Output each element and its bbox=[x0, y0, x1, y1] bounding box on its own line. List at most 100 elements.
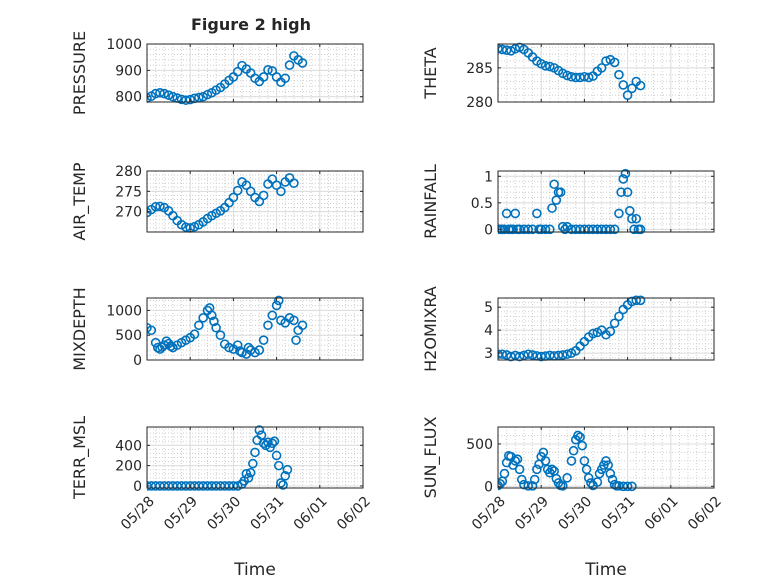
y-tick-label: 1000 bbox=[106, 303, 142, 319]
data-point bbox=[508, 224, 518, 235]
data-point bbox=[616, 187, 626, 198]
x-tick-label: 05/28 bbox=[469, 494, 509, 534]
data-point bbox=[498, 224, 503, 235]
data-point bbox=[609, 224, 620, 235]
data-point bbox=[207, 310, 217, 321]
data-point bbox=[280, 73, 291, 84]
data-point bbox=[516, 474, 527, 485]
data-point bbox=[168, 91, 178, 102]
y-tick-label: 275 bbox=[115, 184, 142, 200]
data-point bbox=[254, 425, 265, 435]
data-point bbox=[185, 94, 195, 105]
data-point bbox=[510, 456, 521, 466]
data-point bbox=[532, 208, 542, 219]
data-point bbox=[254, 345, 265, 355]
data-point bbox=[609, 318, 620, 329]
data-point bbox=[635, 224, 646, 235]
data-point bbox=[547, 464, 557, 475]
data-point bbox=[635, 80, 646, 91]
data-point bbox=[147, 207, 152, 218]
data-point bbox=[573, 430, 583, 441]
y-axis-label: MIXDEPTH bbox=[70, 287, 89, 370]
data-series bbox=[498, 42, 646, 100]
data-point bbox=[538, 447, 549, 458]
data-point bbox=[147, 322, 152, 333]
data-series bbox=[498, 295, 646, 362]
y-tick-label: 500 bbox=[115, 328, 142, 344]
data-point bbox=[291, 335, 301, 345]
data-series bbox=[147, 425, 293, 491]
y-tick-label: 1000 bbox=[106, 37, 142, 53]
data-point bbox=[603, 460, 613, 470]
data-point bbox=[577, 440, 588, 451]
axes-box bbox=[497, 170, 715, 233]
data-point bbox=[614, 311, 624, 322]
y-axis-label: THETA bbox=[421, 47, 440, 99]
data-point bbox=[155, 201, 165, 212]
data-point bbox=[258, 335, 269, 345]
y-tick-label: 200 bbox=[115, 459, 142, 475]
data-point bbox=[211, 322, 221, 333]
data-point bbox=[232, 340, 243, 350]
y-tick-label: 280 bbox=[466, 95, 493, 111]
data-point bbox=[267, 310, 278, 321]
data-point bbox=[501, 45, 512, 55]
x-tick-label: 05/31 bbox=[248, 494, 288, 534]
data-point bbox=[155, 87, 165, 98]
data-point bbox=[618, 80, 629, 90]
data-point bbox=[263, 65, 273, 75]
y-tick-label: 800 bbox=[115, 90, 142, 106]
x-tick-label: 06/01 bbox=[291, 494, 331, 534]
subplot-6: 3 4 5 H2OMIXRA bbox=[421, 286, 715, 372]
data-point bbox=[588, 328, 598, 339]
data-series bbox=[498, 168, 646, 235]
data-point bbox=[596, 63, 607, 73]
data-point bbox=[560, 224, 570, 235]
data-point bbox=[258, 190, 269, 201]
data-point bbox=[284, 60, 295, 70]
subplot-7: 05/28 05/29 05/30 05/31 06/01 06/02 0 200 400 TER… bbox=[70, 416, 374, 580]
axes-box bbox=[146, 170, 364, 233]
data-point bbox=[562, 349, 572, 360]
data-point bbox=[250, 447, 260, 458]
data-point bbox=[224, 342, 234, 353]
data-point bbox=[228, 192, 239, 203]
data-point bbox=[258, 72, 269, 82]
data-point bbox=[614, 208, 624, 219]
y-axis-label: RAINFALL bbox=[421, 164, 440, 239]
data-point bbox=[575, 432, 585, 442]
data-point bbox=[278, 480, 288, 490]
y-axis-label: TERR_MSL bbox=[70, 416, 90, 500]
data-point bbox=[514, 351, 525, 362]
y-tick-label: 500 bbox=[466, 437, 493, 453]
data-point bbox=[273, 295, 284, 306]
data-point bbox=[568, 445, 579, 456]
data-point bbox=[592, 477, 603, 487]
data-point bbox=[581, 464, 592, 475]
y-tick-label: 900 bbox=[115, 63, 142, 79]
data-series bbox=[147, 295, 308, 359]
subplot-4: 0 0.5 1 RAINFALL bbox=[421, 164, 715, 239]
data-point bbox=[622, 481, 633, 492]
data-point bbox=[627, 83, 637, 94]
data-point bbox=[635, 295, 646, 306]
data-point bbox=[514, 464, 525, 475]
data-point bbox=[545, 61, 555, 72]
data-point bbox=[147, 93, 152, 103]
data-point bbox=[609, 57, 620, 68]
subplot-2: 280 285 THETA bbox=[421, 42, 715, 111]
x-tick-label: 05/28 bbox=[118, 494, 158, 534]
data-point bbox=[562, 70, 572, 81]
y-axis-label: AIR_TEMP bbox=[70, 162, 90, 240]
data-point bbox=[269, 436, 280, 447]
data-point bbox=[631, 213, 642, 224]
data-point bbox=[540, 61, 551, 71]
x-tick-label: 06/02 bbox=[685, 494, 725, 534]
data-point bbox=[540, 456, 551, 466]
y-tick-label: 270 bbox=[115, 205, 142, 221]
x-tick-label: 05/30 bbox=[204, 494, 244, 534]
data-point bbox=[209, 316, 219, 327]
axes-box bbox=[146, 43, 364, 103]
axes-box bbox=[497, 43, 715, 103]
